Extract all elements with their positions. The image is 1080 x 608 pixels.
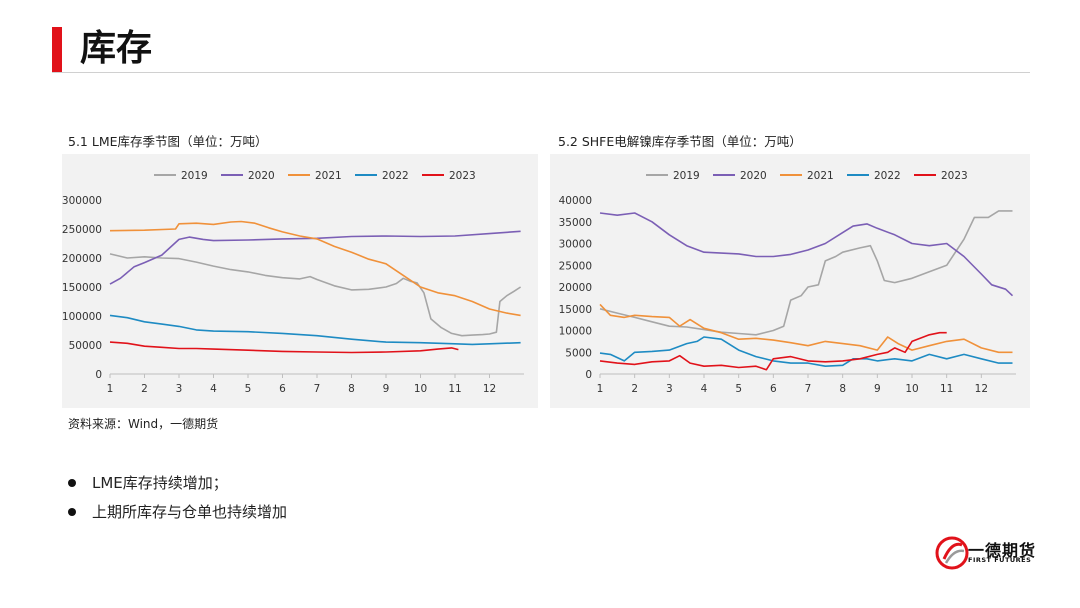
y-tick-label: 25000 — [559, 260, 592, 272]
bullet-dot-icon — [68, 507, 76, 516]
x-tick-label: 7 — [805, 383, 812, 395]
x-tick-label: 10 — [905, 383, 918, 395]
logo-name: 一德期货 — [968, 541, 1037, 560]
chart2-caption: 5.2 SHFE电解镍库存季节图（单位：万吨） — [558, 134, 802, 149]
x-tick-label: 11 — [940, 383, 953, 395]
chart1-caption: 5.1 LME库存季节图（单位：万吨） — [68, 134, 268, 149]
x-tick-label: 1 — [597, 383, 604, 395]
x-tick-label: 9 — [383, 383, 390, 395]
y-tick-label: 30000 — [559, 239, 592, 251]
y-tick-label: 5000 — [565, 347, 592, 359]
x-tick-label: 9 — [874, 383, 881, 395]
series-line-2023 — [599, 331, 947, 371]
source-note: 资料来源：Wind，一德期货 — [68, 417, 219, 431]
legend-label-2019: 2019 — [181, 170, 208, 182]
x-tick-label: 5 — [735, 383, 742, 395]
bullet-text: LME库存持续增加； — [92, 474, 228, 492]
y-tick-label: 100000 — [62, 311, 102, 323]
x-tick-label: 4 — [210, 383, 217, 395]
y-tick-label: 40000 — [559, 195, 592, 207]
lme-inventory-chart: 0 50000 100000 150000 200000 250000 300000 1 2 3 4… — [62, 154, 538, 408]
legend-label-2021: 2021 — [315, 170, 342, 182]
y-tick-label: 200000 — [62, 253, 102, 265]
legend-label-2021: 2021 — [807, 170, 834, 182]
x-tick-label: 12 — [975, 383, 988, 395]
series-line-2020 — [599, 212, 1014, 297]
y-tick-label: 10000 — [559, 326, 592, 338]
page-title: 库存 — [80, 28, 153, 69]
legend-label-2020: 2020 — [248, 170, 275, 182]
x-tick-label: 4 — [701, 383, 708, 395]
x-tick-label: 7 — [314, 383, 321, 395]
y-tick-label: 15000 — [559, 304, 592, 316]
x-tick-label: 6 — [770, 383, 777, 395]
x-tick-label: 12 — [483, 383, 496, 395]
x-tick-label: 2 — [141, 383, 148, 395]
x-tick-label: 8 — [348, 383, 355, 395]
x-tick-label: 8 — [839, 383, 846, 395]
legend-label-2022: 2022 — [382, 170, 409, 182]
bullet-item: LME库存持续增加； — [68, 472, 228, 493]
x-tick-label: 11 — [448, 383, 461, 395]
x-tick-label: 10 — [414, 383, 427, 395]
series-line-2023 — [109, 341, 459, 354]
shfe-inventory-chart: 0 5000 10000 15000 20000 25000 30000 35000 40000… — [550, 154, 1030, 408]
x-tick-label: 3 — [666, 383, 673, 395]
series-line-2022 — [599, 336, 1013, 367]
x-tick-label: 5 — [245, 383, 252, 395]
series-line-2019 — [599, 210, 1013, 336]
series-line-2019 — [109, 253, 522, 337]
logo-subtitle: FIRST FUTURES — [968, 556, 1032, 564]
bullet-text: 上期所库存与仓单也持续增加 — [92, 503, 288, 521]
bullet-dot-icon — [68, 478, 76, 487]
legend-label-2020: 2020 — [740, 170, 767, 182]
y-tick-label: 20000 — [559, 282, 592, 294]
x-tick-label: 2 — [631, 383, 638, 395]
y-tick-label: 300000 — [62, 195, 102, 207]
y-tick-label: 35000 — [559, 217, 592, 229]
series-line-2022 — [109, 314, 521, 346]
x-tick-label: 6 — [279, 383, 286, 395]
y-tick-label: 0 — [95, 369, 102, 381]
legend-label-2022: 2022 — [874, 170, 901, 182]
y-tick-label: 0 — [585, 369, 592, 381]
title-accent-bar — [52, 27, 62, 73]
title-divider — [52, 72, 1030, 73]
y-tick-label: 50000 — [69, 340, 102, 352]
company-logo-icon — [935, 536, 969, 570]
y-tick-label: 250000 — [62, 224, 102, 236]
legend-label-2019: 2019 — [673, 170, 700, 182]
y-tick-label: 150000 — [62, 282, 102, 294]
series-line-2021 — [599, 303, 1013, 354]
series-line-2021 — [109, 220, 521, 317]
bullet-item: 上期所库存与仓单也持续增加 — [68, 501, 287, 522]
x-tick-label: 1 — [107, 383, 114, 395]
shfe-inventory-chart-svg: 0 5000 10000 15000 20000 25000 30000 35000 40000… — [559, 170, 1016, 395]
legend-label-2023: 2023 — [449, 170, 476, 182]
legend-label-2023: 2023 — [941, 170, 968, 182]
x-tick-label: 3 — [176, 383, 183, 395]
series-line-2020 — [109, 230, 521, 285]
